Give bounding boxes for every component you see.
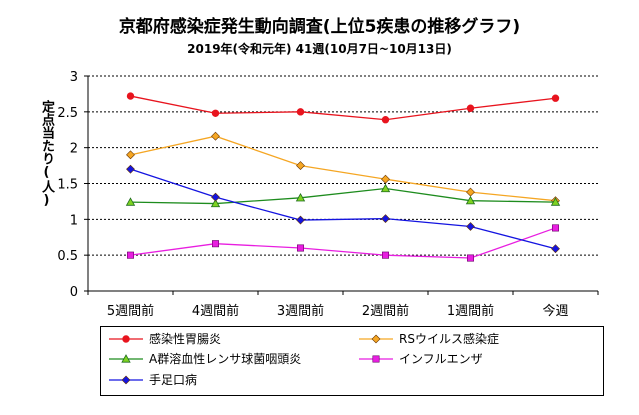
legend-swatch bbox=[109, 335, 143, 343]
data-point bbox=[295, 193, 306, 202]
data-point bbox=[381, 174, 390, 184]
data-point bbox=[125, 197, 136, 206]
chart-subtitle: 2019年(令和元年) 41週(10月7日~10月13日) bbox=[187, 42, 452, 56]
data-point bbox=[381, 116, 390, 124]
legend-swatch bbox=[109, 375, 143, 385]
legend-marker bbox=[121, 375, 131, 385]
series-line bbox=[130, 168, 556, 250]
chart-title: 京都府感染症発生動向調査(上位5疾患の推移グラフ) bbox=[118, 17, 521, 37]
legend-swatch bbox=[109, 354, 143, 363]
series-line bbox=[130, 187, 556, 205]
data-point bbox=[210, 198, 221, 208]
data-point bbox=[212, 240, 220, 248]
x-tick-label: 2週間前 bbox=[362, 303, 409, 319]
x-tick-label: 今週 bbox=[542, 303, 568, 319]
legend-label: 感染性胃腸炎 bbox=[149, 332, 222, 346]
data-point bbox=[551, 94, 560, 102]
data-point bbox=[126, 150, 135, 160]
data-point bbox=[381, 251, 389, 259]
series-line bbox=[130, 227, 556, 259]
data-point bbox=[466, 222, 475, 231]
data-point bbox=[296, 244, 304, 252]
y-tick-label: 3 bbox=[70, 70, 78, 85]
data-point bbox=[551, 244, 560, 254]
x-tick-label: 5週間前 bbox=[107, 303, 154, 319]
y-axis-label: 定点当たり(人) bbox=[39, 100, 54, 208]
data-point bbox=[296, 215, 305, 225]
data-point bbox=[551, 224, 559, 232]
x-tick-label: 4週間前 bbox=[192, 303, 239, 319]
data-point bbox=[381, 214, 390, 224]
legend-marker bbox=[122, 335, 130, 343]
x-tick-label: 1週間前 bbox=[447, 303, 494, 319]
data-point bbox=[211, 192, 220, 202]
y-tick-label: 1.5 bbox=[57, 178, 78, 193]
data-point bbox=[126, 92, 135, 100]
x-tick-label: 3週間前 bbox=[277, 303, 324, 319]
series-line bbox=[130, 95, 556, 121]
legend-marker bbox=[371, 334, 381, 344]
data-point bbox=[211, 131, 220, 141]
data-point bbox=[296, 161, 305, 171]
data-point bbox=[466, 104, 475, 112]
legend-swatch bbox=[359, 355, 393, 363]
data-point bbox=[465, 195, 476, 205]
y-tick-label: 1 bbox=[70, 213, 78, 228]
data-point bbox=[550, 197, 561, 206]
legend-swatch bbox=[359, 334, 393, 344]
data-point bbox=[466, 254, 474, 262]
series-line bbox=[130, 135, 556, 202]
data-point bbox=[211, 109, 220, 117]
chart-legend: 感染性胃腸炎 RSウイルス感染症 A群溶血性レンサ球菌咽頭炎 インフルエンザ手足口病 bbox=[100, 326, 604, 396]
data-point bbox=[380, 183, 391, 193]
legend-marker bbox=[121, 354, 131, 363]
y-tick-label: 0 bbox=[70, 285, 78, 300]
legend-label: インフルエンザ bbox=[399, 352, 483, 366]
legend-label: A群溶血性レンサ球菌咽頭炎 bbox=[149, 352, 302, 366]
data-point bbox=[127, 251, 135, 259]
legend-label: RSウイルス感染症 bbox=[399, 332, 499, 346]
legend-label: 手足口病 bbox=[149, 373, 198, 387]
y-tick-label: 2.5 bbox=[57, 106, 78, 121]
data-point bbox=[296, 108, 305, 116]
legend-marker bbox=[372, 355, 380, 363]
data-point bbox=[126, 164, 135, 174]
y-tick-label: 2 bbox=[70, 142, 78, 157]
data-point bbox=[466, 187, 475, 197]
y-tick-label: 0.5 bbox=[57, 249, 78, 264]
